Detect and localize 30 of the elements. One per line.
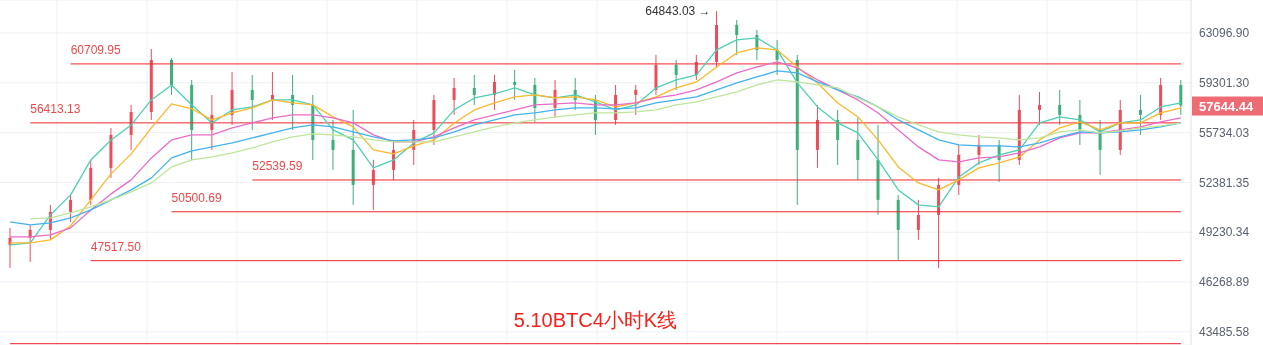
candlestick: [1038, 91, 1042, 126]
annotation: 64843.03 →: [645, 4, 711, 19]
ref-line-label: 47517.50: [90, 239, 142, 254]
ref-line-label: 56413.13: [30, 101, 81, 116]
candlestick: [735, 19, 739, 56]
candlestick: [1058, 89, 1062, 126]
ref-line-label: 50500.69: [171, 190, 222, 205]
text: 5.10BTC4小时K线: [512, 308, 679, 333]
candlestick: [856, 117, 860, 181]
candlestick: [634, 84, 638, 116]
ref-line-label: 52539.59: [252, 158, 303, 173]
candlestick: [250, 74, 254, 131]
ref-line-label: 60709.95: [70, 42, 122, 57]
y-tick-label: 59301.30: [1199, 76, 1250, 91]
y-tick-label: 43485.58: [1199, 325, 1250, 340]
y-tick-label: 52381.35: [1199, 175, 1250, 190]
y-tick-label: 63096.90: [1199, 26, 1250, 41]
candlestick: [472, 74, 476, 106]
candlestick: [69, 194, 73, 223]
candlestick: [331, 119, 335, 171]
candlestick: [916, 199, 920, 241]
candlestick: [674, 59, 678, 91]
candlestick: [452, 77, 456, 116]
text: 57644.44: [1199, 98, 1254, 114]
candlestick: [1138, 94, 1142, 136]
candlestick: [513, 69, 517, 101]
y-tick-label: 55734.03: [1199, 125, 1250, 140]
y-tick-label: 49230.34: [1199, 225, 1250, 240]
y-tick-label: 46268.89: [1199, 275, 1250, 290]
candlestick: [1179, 79, 1183, 116]
